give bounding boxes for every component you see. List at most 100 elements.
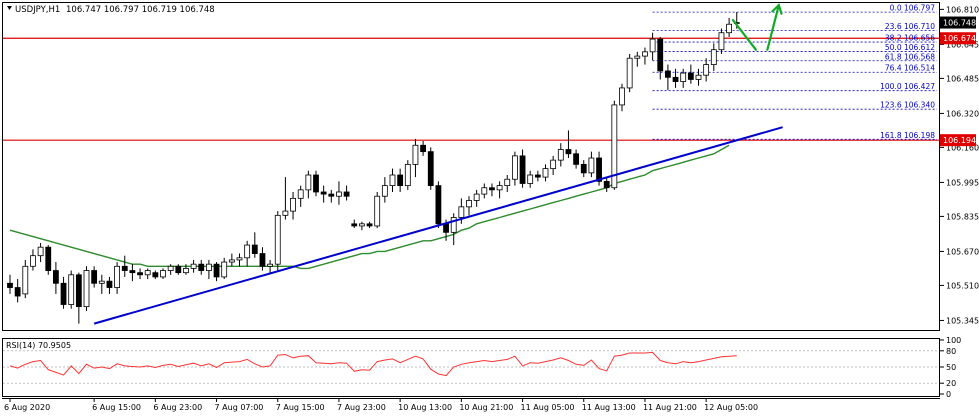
candle-body (565, 149, 572, 155)
candle-body (152, 272, 159, 278)
candle-body (320, 191, 327, 195)
candle (259, 247, 266, 271)
candle-body (496, 185, 503, 191)
candle (420, 141, 427, 156)
candle-body (30, 255, 36, 267)
candle-body (259, 253, 266, 267)
fib-level-label: 0.0 106.797 (890, 4, 936, 13)
candle (351, 219, 358, 229)
candle (542, 164, 549, 182)
time-tick-label: 10 Aug 13:00 (398, 403, 452, 412)
fib-level-label: 61.8 106.568 (885, 52, 935, 61)
candle-body (573, 153, 579, 165)
candlesticks (7, 12, 740, 324)
time-tick-label: 11 Aug 21:00 (643, 403, 697, 412)
candle-body (489, 187, 495, 191)
candle-body (695, 74, 702, 80)
time-tick-label: 11 Aug 05:00 (521, 403, 575, 412)
fib-level-label: 76.4 106.514 (885, 64, 935, 73)
candle-body (443, 223, 449, 233)
candle-body (710, 49, 717, 65)
price-badge-label: 106.194 (943, 136, 976, 145)
fib-level-label: 23.6 106.710 (885, 22, 935, 31)
candle-body (213, 263, 220, 278)
candle (343, 185, 350, 201)
time-tick-label: 6 Aug 2020 (4, 403, 50, 412)
candle-body (397, 174, 404, 187)
candle (557, 143, 564, 167)
candle-body (473, 193, 480, 201)
candle-body (435, 185, 442, 225)
arrow-shaft (731, 18, 757, 51)
price-badges: 106.748 106.674 106.194 (940, 16, 976, 147)
candle-body (83, 270, 90, 308)
candle-body (228, 259, 235, 263)
candle-body (106, 280, 113, 288)
candle (22, 259, 29, 299)
price-tick-label: 105.670 (946, 247, 979, 256)
candle-body (619, 87, 625, 106)
candle-body (251, 244, 258, 254)
candle (366, 221, 373, 229)
support-trendline (93, 126, 783, 325)
price-tick-label: 105.345 (946, 316, 979, 325)
candle-body (649, 38, 656, 53)
candle (167, 264, 174, 275)
candle (665, 64, 671, 91)
candle (657, 36, 664, 80)
candle-body (366, 223, 373, 227)
rsi-panel-frame (2, 338, 940, 397)
candle (213, 262, 220, 282)
rsi-indicator (9, 351, 737, 377)
candle-body (634, 55, 641, 59)
rsi-tick-label: 50 (946, 363, 956, 372)
candle-body (420, 144, 427, 153)
level-price-badge (940, 134, 976, 147)
price-badge-label: 106.674 (943, 34, 976, 43)
candle-body (282, 210, 289, 216)
candle (649, 32, 656, 61)
candle (60, 276, 67, 309)
candle-body (22, 265, 29, 295)
chart-header: USDJPY,H1 106.747 106.797 106.719 106.74… (7, 5, 215, 15)
candle (473, 189, 480, 207)
price-badge-label: 106.748 (943, 19, 976, 28)
candle (114, 262, 120, 294)
candle (175, 264, 182, 275)
candle (183, 264, 189, 275)
candle-body (336, 191, 342, 197)
candle (504, 174, 511, 192)
candle (404, 160, 411, 190)
candle (489, 183, 495, 197)
trendline-layer[interactable] (93, 126, 783, 325)
candle-body (351, 223, 358, 227)
current-price-badge (940, 16, 976, 29)
candle (573, 149, 579, 169)
candle (290, 191, 296, 220)
candle-body (596, 157, 602, 182)
candle (190, 259, 197, 273)
symbol-label: USDJPY,H1 (15, 5, 60, 15)
candle-body (412, 144, 419, 165)
rsi-label: RSI(14) 70.9505 (6, 341, 71, 350)
candle (236, 253, 243, 267)
fibonacci-retracement[interactable]: 0.0 106.797 23.6 106.710 38.2 106.65650.0 … (652, 4, 937, 140)
price-axis: 106.810 106.645 106.485 106.320 106.160 105.9… (940, 5, 979, 325)
candle (680, 68, 687, 88)
candle (7, 274, 13, 294)
candle-body (98, 280, 105, 284)
candle-body (358, 223, 365, 227)
candle-body (198, 263, 205, 271)
candle-body (297, 189, 304, 199)
candle-body (121, 265, 128, 271)
candle (129, 264, 136, 282)
candle (144, 268, 151, 280)
candle-body (481, 187, 488, 195)
candle (450, 213, 457, 246)
time-tick-label: 7 Aug 23:00 (337, 403, 386, 412)
candle-body (611, 104, 618, 189)
candle (389, 168, 396, 192)
candle-body (7, 282, 13, 288)
candle (121, 255, 128, 277)
